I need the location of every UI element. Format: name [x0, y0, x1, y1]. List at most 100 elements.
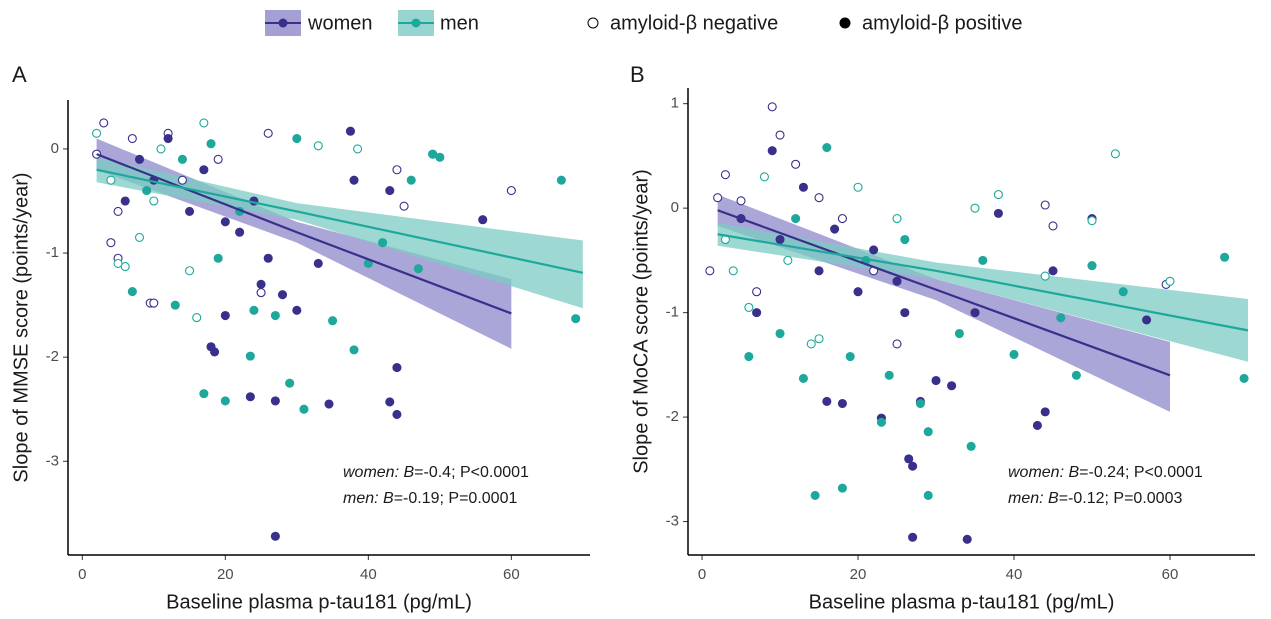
data-point	[378, 238, 388, 248]
data-point	[571, 314, 581, 324]
data-point	[199, 389, 209, 399]
data-point	[775, 130, 785, 140]
x-tick-label: 40	[1006, 566, 1023, 583]
annotation: women: B=-0.4; P<0.0001	[343, 464, 529, 481]
data-point	[263, 253, 273, 263]
data-point	[328, 316, 338, 326]
x-tick-label: 40	[360, 566, 377, 583]
x-tick-label: 20	[217, 566, 234, 583]
data-point	[392, 165, 402, 175]
data-point	[798, 373, 808, 383]
data-point	[1040, 407, 1050, 417]
legend-label: women	[307, 12, 372, 34]
legend-dot	[278, 18, 288, 28]
data-point	[142, 186, 152, 196]
data-point	[884, 370, 894, 380]
data-point	[892, 339, 902, 349]
data-point	[814, 334, 824, 344]
y-tick-label: 1	[671, 95, 679, 112]
data-point	[837, 214, 847, 224]
data-point	[993, 208, 1003, 218]
panel-label: A	[12, 62, 27, 87]
data-point	[156, 144, 166, 154]
regression-line	[717, 233, 1249, 332]
data-point	[177, 154, 187, 164]
data-point	[199, 165, 209, 175]
data-point	[1048, 266, 1058, 276]
annotation-stat: B	[1048, 490, 1059, 507]
x-axis-title: Baseline plasma p-tau181 (pg/mL)	[166, 591, 472, 613]
x-tick-label: 0	[698, 566, 706, 583]
data-point	[1220, 252, 1230, 262]
data-point	[220, 396, 230, 406]
data-point	[206, 139, 216, 149]
data-point	[892, 276, 902, 286]
y-tick-label: 0	[51, 140, 59, 157]
data-point	[970, 203, 980, 213]
data-point	[192, 313, 202, 323]
annotation-stat: B	[403, 464, 414, 481]
data-point	[256, 279, 266, 289]
data-point	[220, 310, 230, 321]
data-point	[245, 392, 255, 402]
x-tick-label: 20	[850, 566, 867, 583]
data-point	[1087, 261, 1097, 271]
data-point	[213, 154, 223, 164]
data-point	[149, 298, 159, 308]
data-point	[134, 154, 145, 164]
data-point	[235, 227, 245, 237]
data-point	[900, 308, 910, 318]
annotation: men: B=-0.19; P=0.0001	[343, 490, 517, 507]
data-point	[428, 149, 438, 159]
data-point	[349, 345, 359, 355]
confidence-band	[96, 157, 583, 309]
data-point	[220, 217, 230, 227]
data-point	[966, 441, 976, 451]
annotation: men: B=-0.12; P=0.0003	[1008, 490, 1182, 507]
data-point	[915, 398, 925, 409]
data-point	[210, 347, 220, 357]
data-point	[791, 159, 801, 169]
data-point	[92, 128, 102, 138]
data-point	[978, 255, 988, 265]
data-point	[120, 196, 130, 206]
data-point	[270, 310, 280, 321]
y-axis-title: Slope of MMSE score (points/year)	[10, 172, 32, 482]
data-point	[791, 214, 801, 224]
data-point	[1142, 315, 1152, 325]
data-point	[106, 238, 116, 248]
data-point	[876, 417, 886, 427]
data-point	[869, 245, 879, 255]
data-point	[1071, 370, 1081, 380]
data-point	[106, 175, 116, 185]
data-point	[134, 232, 145, 242]
data-point	[892, 214, 902, 224]
annotation: women: B=-0.24; P<0.0001	[1008, 464, 1203, 481]
data-point	[1118, 287, 1128, 297]
data-point	[313, 258, 323, 269]
legend-label: amyloid-β positive	[862, 12, 1022, 34]
annotation-group: men:	[1008, 490, 1044, 507]
data-point	[713, 193, 723, 203]
regression-line	[96, 168, 584, 274]
data-point	[399, 201, 409, 211]
data-point	[113, 206, 123, 216]
data-point	[923, 427, 933, 437]
annotation-text: =-0.19; P=0.0001	[394, 490, 518, 507]
data-point	[1087, 216, 1097, 226]
data-point	[900, 234, 910, 245]
data-point	[853, 182, 863, 192]
data-point	[744, 351, 754, 362]
annotation-group: women:	[343, 464, 399, 481]
data-point	[127, 287, 137, 297]
data-point	[783, 255, 793, 265]
data-point	[299, 404, 309, 414]
data-point	[822, 396, 832, 406]
x-tick-label: 0	[78, 566, 86, 583]
data-point	[270, 396, 280, 406]
data-point	[775, 234, 785, 245]
data-point	[324, 399, 334, 409]
y-tick-label: -2	[666, 408, 679, 425]
y-tick-label: -3	[46, 452, 59, 469]
